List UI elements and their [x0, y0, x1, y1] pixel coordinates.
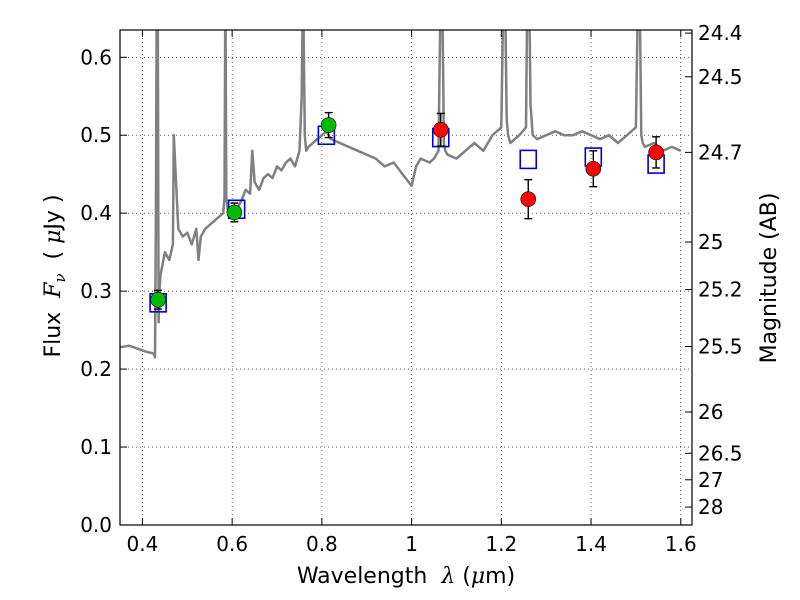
x-tick-label: 1	[405, 532, 418, 556]
observed-flux-point	[150, 291, 166, 308]
observed-flux-point	[648, 144, 664, 161]
y-tick-label: 0.2	[80, 357, 112, 381]
model-spectrum-line	[120, 30, 682, 359]
plot-frame	[119, 29, 693, 526]
y-tick-label: 0.6	[80, 45, 112, 69]
x-tick-label: 0.6	[216, 532, 248, 556]
y2-tick-label: 24.5	[698, 65, 743, 89]
y2-tick-label: 24.4	[698, 21, 743, 45]
x-tick-label: 1.6	[665, 532, 697, 556]
observed-flux-point	[320, 117, 337, 133]
y-tick-label: 0.5	[80, 123, 112, 147]
observed-flux-point	[585, 160, 602, 177]
y2-tick-label: 24.7	[698, 140, 743, 164]
x-tick-label: 0.8	[306, 532, 338, 556]
y-tick-label: 0.3	[80, 279, 112, 303]
x-tick-label: 1.4	[575, 532, 607, 556]
ticks: 0.4 0.6 0.8 1 1.2 1.4 1.6 0.0 0.1 0.2 0.3 0.4 0.5 0.6…	[80, 21, 742, 556]
grid	[120, 30, 692, 526]
observed-flux-point	[226, 204, 243, 221]
y2-tick-label: 25.2	[698, 278, 743, 302]
y2-tick-label: 28	[698, 495, 723, 519]
synthetic-photometry-marker	[519, 149, 538, 170]
y-axis-title: Flux Fν ( μJy )	[41, 194, 69, 357]
y-tick-label: 0.4	[80, 201, 112, 225]
y2-axis-title: Magnitude (AB)	[757, 193, 782, 364]
x-tick-label: 1.2	[485, 532, 517, 556]
plot-area	[120, 30, 682, 359]
y-tick-label: 0.0	[80, 513, 112, 537]
y2-tick-label: 26	[698, 400, 723, 424]
x-axis-title: Wavelength λ (μm)	[297, 564, 515, 589]
y2-tick-label: 25	[698, 230, 723, 254]
y-tick-label: 0.1	[80, 435, 112, 459]
x-tick-label: 0.4	[127, 532, 159, 556]
y2-tick-label: 25.5	[698, 334, 743, 358]
observed-flux-point	[432, 121, 449, 138]
y2-tick-label: 27	[698, 468, 723, 492]
y2-tick-label: 26.5	[698, 441, 743, 465]
observed-flux-point	[520, 191, 537, 207]
